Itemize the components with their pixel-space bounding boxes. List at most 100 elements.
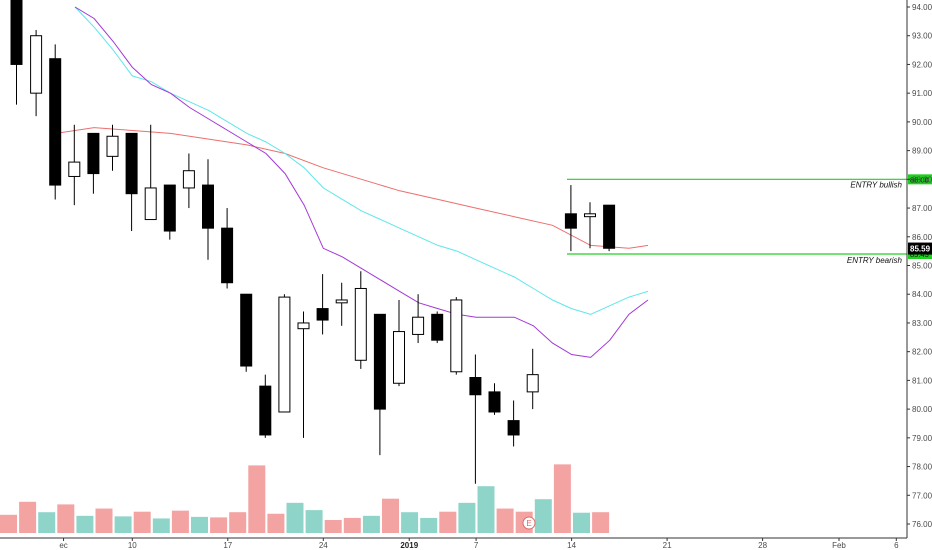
candle[interactable] (182, 153, 195, 209)
volume-bar (439, 511, 457, 533)
volume-bar (496, 508, 514, 533)
candle-body-down (431, 313, 444, 341)
candle-body-down (469, 377, 482, 396)
candle[interactable] (30, 29, 43, 117)
candle[interactable] (68, 124, 81, 206)
volume-bars: E (0, 464, 610, 533)
candle[interactable] (507, 400, 520, 447)
volume-bar (171, 510, 189, 533)
candle[interactable] (526, 348, 539, 410)
candle[interactable] (87, 132, 100, 194)
candle-body-up (450, 299, 463, 373)
volume-bar (401, 512, 419, 533)
candle[interactable] (259, 374, 272, 438)
price-tick-label: 82.00 (912, 348, 932, 357)
volume-bar (553, 464, 571, 533)
candle[interactable] (412, 294, 425, 344)
candle-body-up (526, 374, 539, 393)
time-axis[interactable]: ec10172420197142128Feb611 (0, 537, 932, 550)
candle[interactable] (564, 185, 577, 252)
candle[interactable] (163, 184, 176, 240)
time-tick-label: 24 (319, 541, 328, 550)
candle-body-down (488, 391, 501, 413)
earnings-event-icon[interactable] (522, 516, 536, 530)
time-tick-label: Feb (832, 541, 846, 550)
time-tick-label: 14 (567, 541, 576, 550)
candle-body-down (240, 293, 253, 367)
candle-body-down (49, 58, 62, 186)
candle-body-up (335, 299, 348, 304)
volume-bar (362, 515, 380, 533)
candle-body-down (221, 227, 234, 284)
volume-bar (286, 502, 304, 533)
candle-body-down (259, 385, 272, 436)
time-tick-label: 7 (474, 541, 479, 550)
candle-body-up (30, 35, 43, 94)
volume-bar (95, 508, 113, 533)
price-tick-label: 90.00 (912, 118, 932, 127)
volume-bar (420, 517, 438, 533)
price-tick-label: 91.00 (912, 89, 932, 98)
candle[interactable] (10, 0, 23, 105)
volume-bar (0, 514, 17, 533)
candle-body-up (106, 135, 119, 157)
entry-level-label: ENTRY bullish (850, 180, 902, 189)
volume-bar (19, 501, 37, 533)
candle-body-up (144, 187, 157, 221)
candle[interactable] (278, 294, 291, 413)
volume-bar (343, 517, 361, 533)
volume-bar (114, 516, 132, 533)
candle[interactable] (431, 311, 444, 344)
candle[interactable] (603, 204, 616, 252)
ma-fast-line (74, 6, 649, 358)
volume-bar (152, 518, 170, 533)
entry-level-label: ENTRY bearish (847, 256, 903, 265)
earnings-event-label: E (526, 519, 531, 528)
candle[interactable] (221, 208, 234, 289)
candle-body-down (507, 420, 520, 436)
volume-bar (248, 465, 266, 533)
moving-averages (55, 6, 649, 358)
candle-body-down (10, 0, 23, 65)
volume-bar (76, 515, 94, 533)
price-tick-label: 92.00 (912, 60, 932, 69)
volume-bar (477, 486, 495, 533)
candle-body-down (125, 132, 138, 195)
candle[interactable] (240, 293, 253, 372)
candle-body-down (87, 132, 100, 175)
candle-body-up (393, 331, 405, 384)
candle[interactable] (393, 299, 405, 387)
candle[interactable] (106, 124, 119, 171)
price-tick-label: 81.00 (912, 376, 932, 385)
price-tick-label: 86.00 (912, 233, 932, 242)
candle[interactable] (450, 297, 463, 375)
candle[interactable] (297, 311, 310, 438)
volume-bar (324, 520, 342, 533)
volume-bar (305, 510, 323, 533)
candle[interactable] (144, 124, 157, 221)
candle[interactable] (488, 383, 501, 415)
candle[interactable] (49, 44, 62, 200)
candle[interactable] (373, 313, 386, 456)
candle[interactable] (354, 271, 367, 369)
candle[interactable] (469, 354, 482, 484)
candle[interactable] (202, 159, 214, 260)
price-tick-label: 94.00 (912, 3, 932, 12)
candle[interactable] (335, 282, 348, 326)
time-tick-label: 28 (758, 541, 767, 550)
price-axis[interactable]: 94.00 93.00 92.00 91.00 90.00 89.00 88.00 87.00… (906, 0, 932, 538)
price-tick-label: 76.00 (912, 520, 932, 529)
candle[interactable] (125, 132, 138, 232)
price-tick-label: 84.00 (912, 290, 932, 299)
price-tick-label: 83.00 (912, 319, 932, 328)
entry-level-price-tag (908, 174, 932, 185)
volume-bar (229, 512, 247, 533)
candle[interactable] (316, 274, 329, 335)
candle[interactable] (584, 202, 596, 249)
candle-body-down (373, 313, 386, 410)
price-tick-label: 78.00 (912, 463, 932, 472)
price-tick-label: 87.00 (912, 204, 932, 213)
candle-body-up (297, 322, 310, 330)
candle-body-up (182, 170, 195, 189)
